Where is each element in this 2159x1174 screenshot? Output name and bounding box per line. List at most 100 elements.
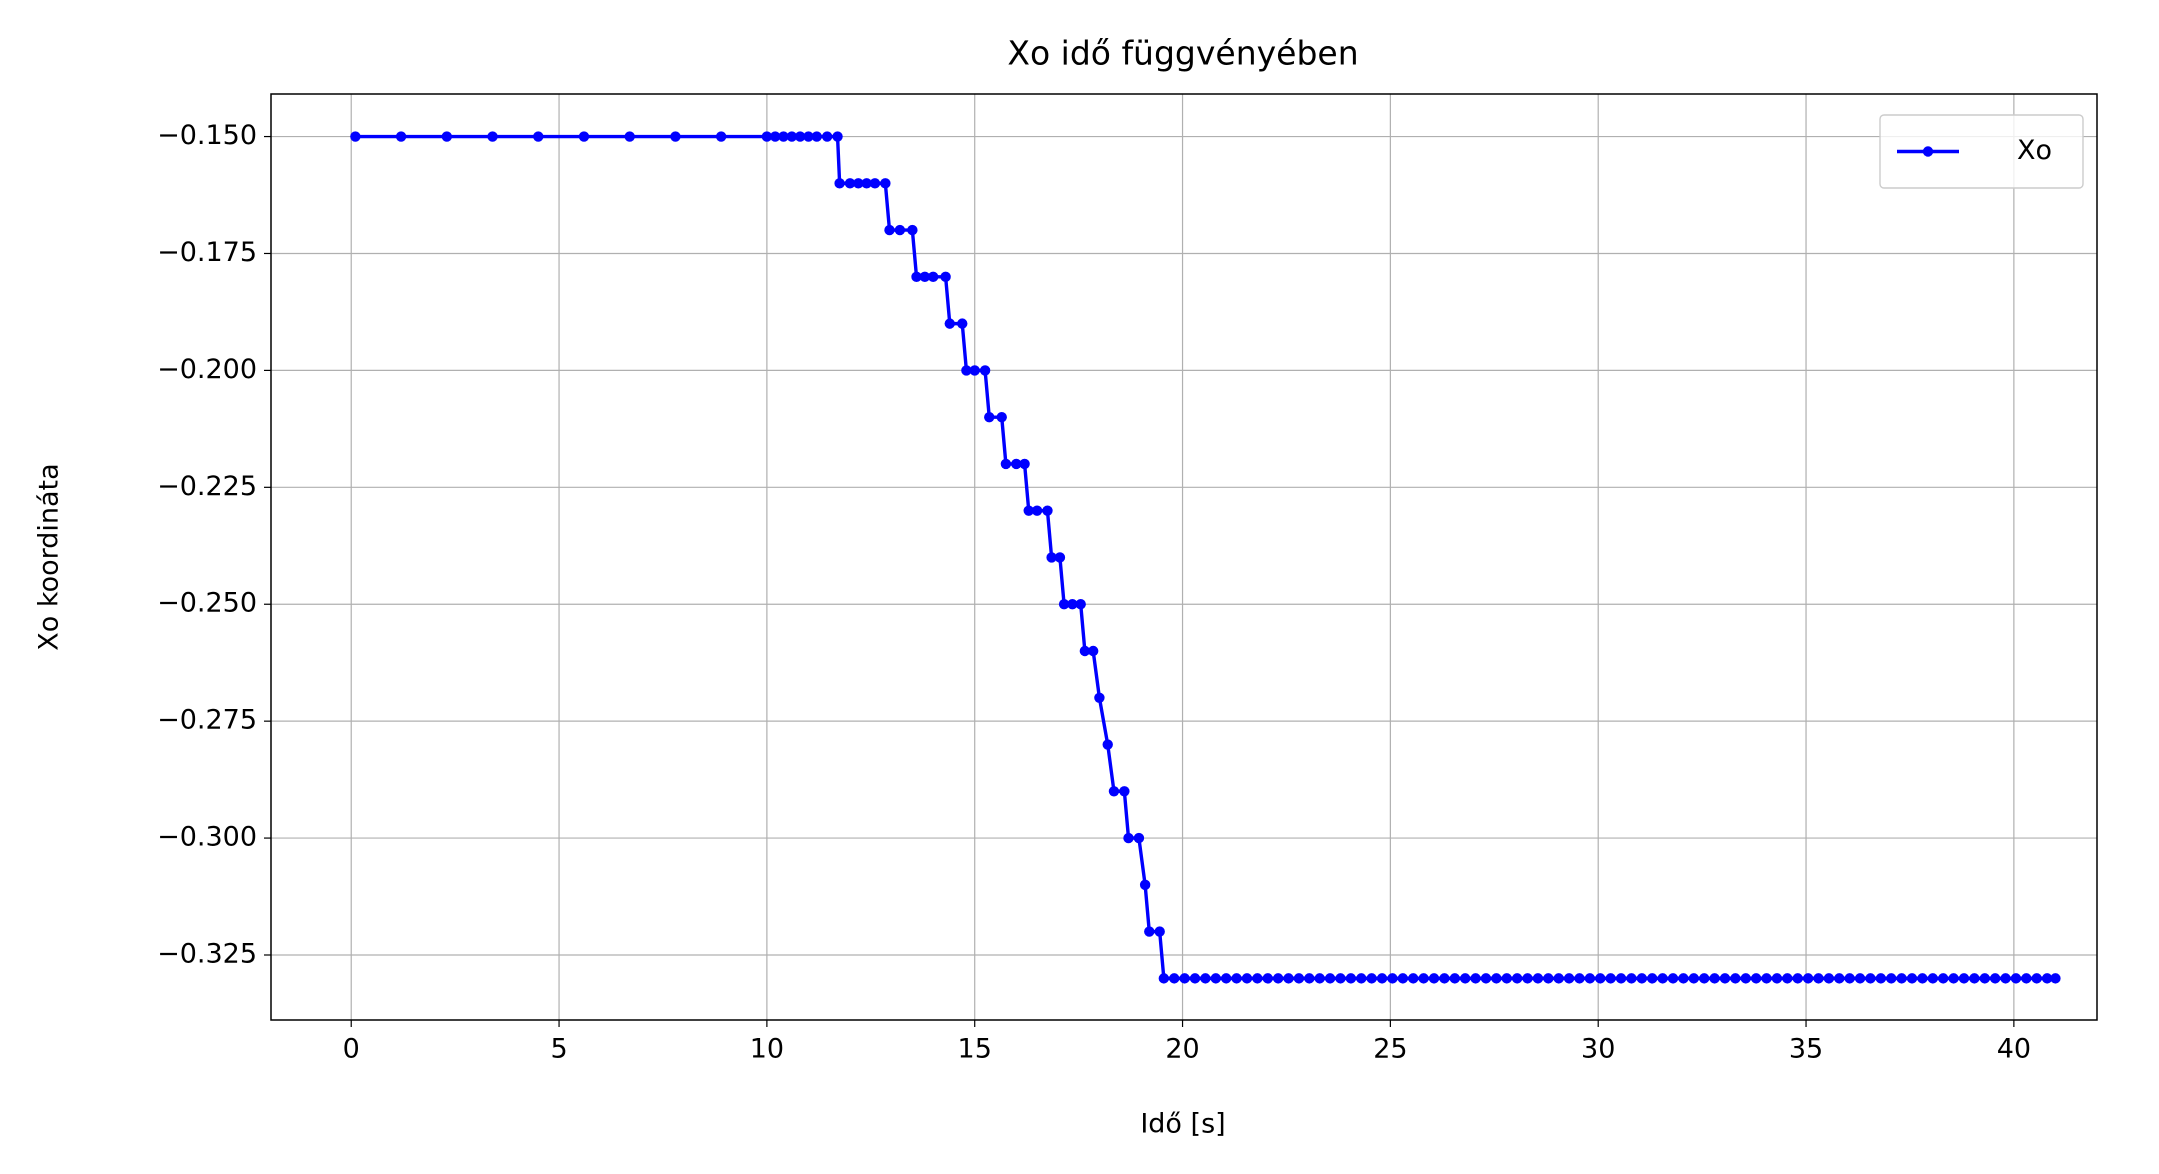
data-point [919,271,931,283]
data-point [1501,973,1512,984]
x-tick-label: 10 [750,1034,784,1065]
data-point [2000,973,2011,984]
data-point [1439,973,1450,984]
data-point [1154,926,1165,937]
plot-frame [270,93,2098,1021]
data-point [1896,973,1907,984]
data-point [861,178,872,189]
data-point [1543,973,1554,984]
data-point [487,131,498,142]
data-point [811,131,822,142]
data-point [1823,973,1835,984]
data-point [1418,973,1429,984]
data-point [761,131,773,142]
data-point [1636,973,1648,984]
data-point [1189,973,1201,984]
data-point [1647,973,1658,984]
data-point [1532,973,1544,984]
data-point [1979,973,1990,984]
x-tick-label: 5 [550,1034,567,1065]
data-point [670,131,681,142]
data-point [944,318,955,329]
data-point [2021,973,2032,984]
data-point [1511,973,1523,984]
legend-marker [1922,146,1934,157]
data-point [1397,973,1409,984]
data-point [1740,973,1751,984]
data-point [1042,505,1053,516]
data-point [1283,973,1294,984]
data-point [1324,973,1336,984]
x-tick-label: 20 [1165,1034,1199,1065]
data-point [1958,973,1970,984]
data-point [1709,973,1720,984]
data-point [996,411,1007,423]
data-point [1491,973,1502,984]
data-point [1067,599,1078,610]
data-point [1584,973,1596,984]
data-point [1075,599,1086,610]
data-point [1054,552,1066,563]
data-point [786,131,798,142]
data-point [1387,973,1398,984]
data-point [1834,973,1845,984]
x-tick-label: 30 [1581,1034,1615,1065]
y-tick-label: −0.325 [157,938,257,969]
data-point [1657,973,1668,984]
data-point [1335,973,1346,984]
data-point [624,131,635,142]
data-point [2041,973,2053,984]
data-point [969,365,980,376]
data-point [1678,973,1689,984]
data-point [853,178,864,189]
data-point [880,178,891,189]
data-point [834,178,845,189]
y-tick-label: −0.150 [157,120,257,151]
data-point [578,131,590,142]
chart-title: Xo idő függvényében [1007,34,1358,73]
data-point [1470,973,1481,984]
data-point [1626,973,1637,984]
y-tick-label: −0.225 [157,471,257,502]
data-point [1102,739,1113,750]
data-point [2031,973,2042,984]
data-point [1252,973,1263,984]
data-point [1019,458,1030,470]
data-point [1906,973,1918,984]
data-point [1158,973,1170,984]
data-point [1058,599,1070,610]
data-point [1730,973,1741,984]
data-point [1079,645,1091,657]
data-point [961,365,972,376]
data-point [441,131,453,142]
y-axis-label: Xo koordináta [34,463,65,650]
data-point [1761,973,1772,984]
data-point [1200,973,1211,984]
data-point [869,178,881,189]
data-point [1314,973,1325,984]
data-point [1231,973,1242,984]
data-point [1854,973,1866,984]
data-point [1169,973,1180,984]
data-point [1688,973,1700,984]
data-point [1304,973,1315,984]
data-point [1563,973,1575,984]
data-point [1293,973,1305,984]
data-point [1139,879,1151,891]
data-point [884,224,895,236]
data-point [2010,973,2022,984]
data-point [927,271,939,283]
data-point [715,131,727,142]
data-point [1459,973,1471,984]
data-point [821,131,833,142]
data-point [907,224,918,236]
data-point [1428,973,1440,984]
data-point [1144,926,1155,937]
data-point [1792,973,1803,984]
data-point [1719,973,1731,984]
data-point [1595,973,1606,984]
data-point [1875,973,1887,984]
data-point [844,178,856,189]
data-point [2050,973,2061,984]
